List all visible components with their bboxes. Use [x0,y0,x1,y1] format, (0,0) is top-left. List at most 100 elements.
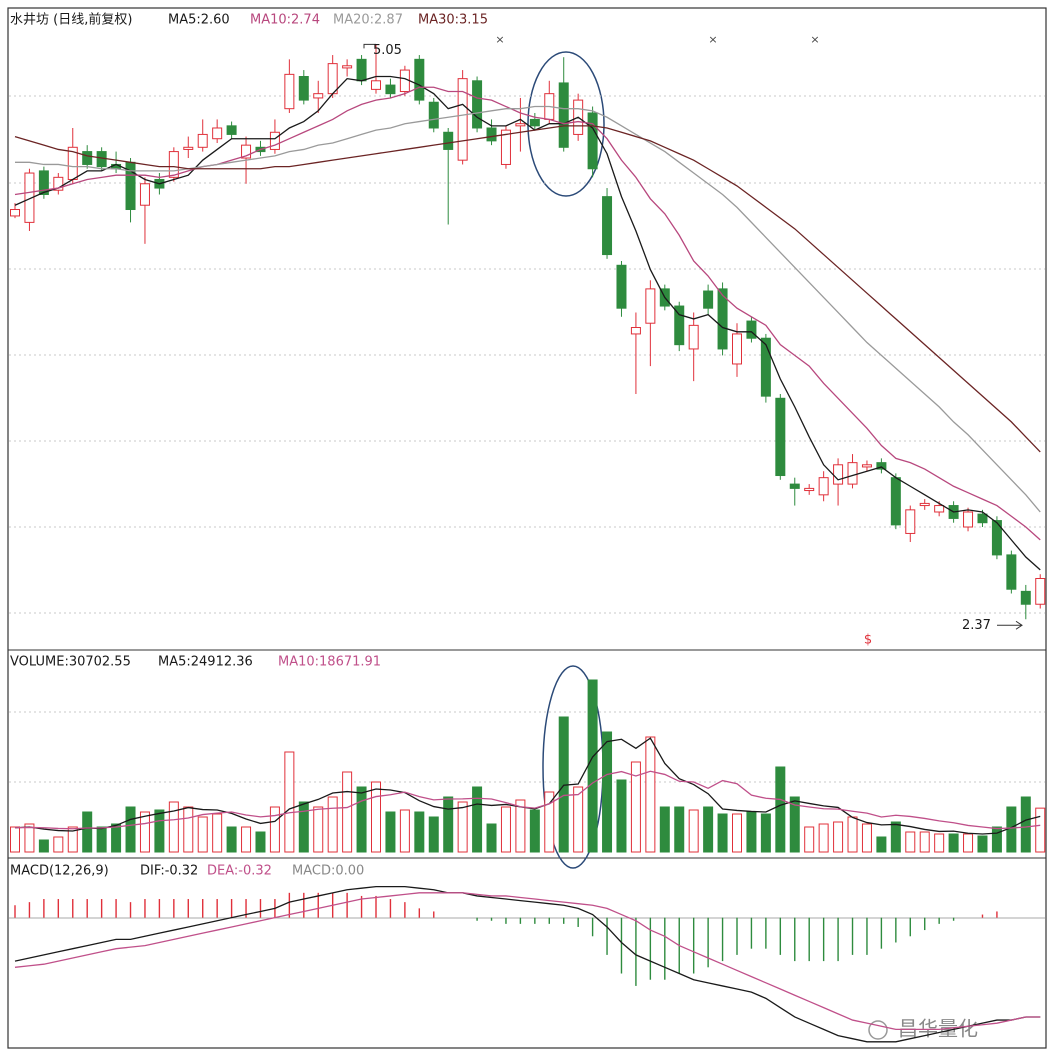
volume-bar [24,823,35,853]
volume-bar [674,806,685,853]
volume-bar [688,809,699,853]
volume-bar [53,836,64,853]
volume-bar [356,786,367,853]
legend-entry: MA10:18671.91 [278,655,381,670]
volume-bar [919,831,930,853]
volume-bar [890,821,901,853]
watermark-icon [868,1020,888,1040]
legend-entry: MA30:3.15 [418,13,488,28]
volume-bar [1020,796,1031,853]
volume-bar [226,826,237,853]
volume-bar [789,796,800,853]
volume-bar [500,806,511,853]
candle-body [284,73,295,110]
candle-body [963,511,974,528]
volume-title: VOLUME:30702.55 [10,655,131,670]
annotation-arrow [997,620,1023,630]
annotation: 5.05 [373,43,402,58]
highlight-ellipse [527,51,605,197]
candle-body [139,183,150,206]
legend-entry: MA5:24912.36 [158,655,253,670]
candle-body [457,78,468,161]
candle-body [746,320,757,339]
watermark: 昌华量化 [868,1017,978,1041]
volume-bar [428,816,439,853]
volume-bar [804,826,815,853]
candle-body [183,146,194,150]
volume-bar [905,831,916,853]
candle-body [934,505,945,513]
legend-entry: DEA:-0.32 [207,864,272,879]
volume-bar [602,731,613,853]
macd-legend: MACD:0.00 [292,864,364,879]
annotation-leader [363,43,376,49]
candle-body [82,151,93,165]
volume-bar [515,799,526,853]
candle-body [775,397,786,477]
volume-bar [833,821,844,853]
frame [7,7,1047,1049]
volume-bar [486,823,497,853]
candle-body [717,288,728,350]
volume-bar [948,833,959,853]
candle-body [804,487,815,492]
volume-bar [934,833,945,853]
candle-body [428,101,439,129]
legend-entry: MA20:2.87 [333,13,403,28]
volume-bar [1006,806,1017,853]
candle-body [515,123,526,127]
watermark-text: 昌华量化 [898,1017,978,1041]
candle-body [587,112,598,170]
volume-bar [284,751,295,853]
volume-bar [630,761,641,853]
volume-bar [183,806,194,853]
top-marker: × [495,33,504,46]
candle-body [313,93,324,99]
volume-bar [139,811,150,853]
volume-bar [876,836,887,853]
volume-bar [760,813,771,853]
candle-body [529,118,540,127]
candle-body [414,58,425,101]
volume-bar [241,826,252,853]
volume-bar [861,823,872,853]
candle-body [356,58,367,82]
volume-bar [168,801,179,853]
candle-body [760,337,771,397]
ma-line [14,86,1041,541]
volume-bar [212,813,223,853]
candle-body [168,151,179,178]
volume-bar [269,806,280,853]
candle-body [472,80,483,129]
candle-body [861,464,872,468]
volume-bar [703,806,714,853]
candle-body [342,65,353,69]
volume-bar [96,826,107,853]
volume-bar [472,786,483,853]
candle-body [385,84,396,95]
candle-body [486,127,497,142]
candle-body [876,462,887,470]
candle-body [645,288,656,324]
volume-bar [67,826,78,853]
candle-body [443,131,454,150]
volume-bar [1035,807,1046,853]
volume-bar [154,809,165,853]
candle-body [732,333,742,365]
volume-bar [385,811,396,853]
volume-bar [313,806,324,853]
candle-body [890,477,901,526]
ma-line [14,885,1041,1043]
volume-bar [717,813,728,853]
volume-bar [38,839,49,853]
volume-bar [443,796,454,853]
candle-body [1006,554,1017,590]
candle-body [53,176,64,191]
annotation: 2.37 [962,618,991,633]
candle-body [371,80,381,90]
candle-body [399,69,410,93]
candle-body [630,327,641,335]
volume-bar [82,811,93,853]
volume-bar [587,679,598,853]
